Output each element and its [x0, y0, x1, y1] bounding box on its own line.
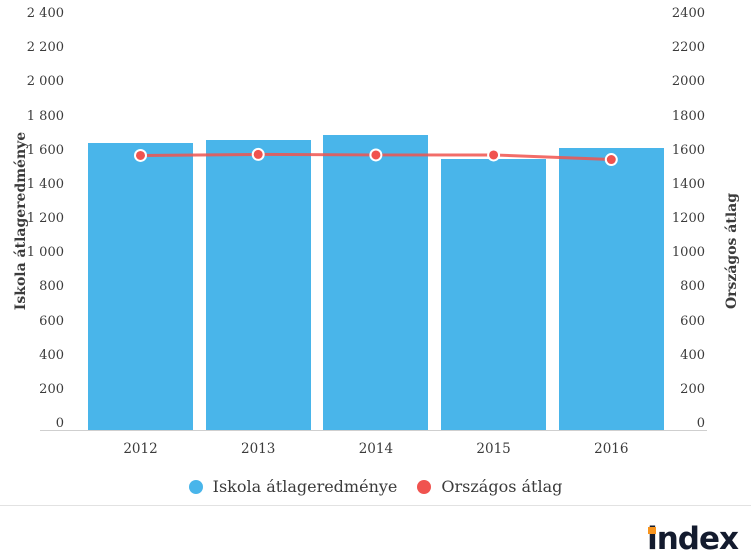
- y-axis-left-tick-label: 1 200: [26, 211, 64, 226]
- line-point-2013[interactable]: [251, 147, 265, 161]
- line-point-2016[interactable]: [604, 153, 618, 167]
- footer-divider: [0, 505, 751, 506]
- y-axis-right-tick-label: 2400: [671, 6, 705, 21]
- x-axis-label-2015: 2015: [476, 441, 511, 457]
- y-axis-right-tick-label: 2000: [671, 74, 705, 90]
- y-axis-right-tick-label: 800: [680, 279, 705, 295]
- legend: Iskola átlageredménye Országos átlag: [0, 477, 751, 496]
- bar-2015[interactable]: [441, 159, 547, 430]
- y-axis-right-tick-label: 1600: [671, 142, 705, 158]
- y-axis-right-tick-label: 1200: [671, 211, 705, 226]
- x-axis-label-2016: 2016: [594, 441, 629, 457]
- y-axis-left-tick-label: 1 800: [26, 108, 64, 124]
- legend-item-national-average[interactable]: Országos átlag: [417, 477, 562, 496]
- y-axis-right-tick-label: 400: [680, 347, 705, 363]
- bar-2016[interactable]: [558, 148, 664, 430]
- y-axis-right-tick-label: 600: [680, 313, 705, 329]
- legend-item-school-average[interactable]: Iskola átlageredménye: [188, 477, 398, 496]
- y-axis-left-tick-label: 0: [55, 416, 64, 431]
- y-axis-left-tick-label: 1 600: [26, 142, 64, 158]
- y-axis-left-tick-label: 600: [39, 313, 64, 329]
- index-logo[interactable]: index: [647, 521, 739, 557]
- x-axis-line: [40, 430, 707, 431]
- y-axis-right-tick-label: 0: [696, 416, 705, 431]
- legend-label-school-average: Iskola átlageredménye: [212, 477, 398, 496]
- x-axis-label-2014: 2014: [358, 441, 394, 457]
- y-axis-right-tick-label: 2200: [671, 40, 705, 56]
- y-axis-left-tick-label: 200: [39, 381, 64, 397]
- national-average-swatch-icon: [417, 479, 432, 494]
- y-axis-right-tick-label: 200: [680, 381, 705, 397]
- legend-label-national-average: Országos átlag: [441, 477, 563, 496]
- line-point-2015[interactable]: [487, 148, 501, 162]
- bar-2014[interactable]: [323, 135, 429, 430]
- y-axis-left-tick-label: 2 000: [26, 74, 64, 90]
- bar-2013[interactable]: [205, 139, 311, 430]
- y-axis-right-tick-label: 1800: [671, 108, 705, 124]
- y-axis-left-tick-label: 1 000: [26, 245, 64, 261]
- line-point-2012[interactable]: [134, 148, 147, 162]
- index-logo-orange-dot-icon: [648, 527, 657, 534]
- y-axis-right-tick-label: 1400: [671, 176, 705, 192]
- y-axis-right-title: Országos átlag: [724, 192, 740, 310]
- y-axis-left-tick-label: 1 400: [26, 176, 64, 192]
- line-point-2014[interactable]: [369, 148, 383, 162]
- x-axis-label-2013: 2013: [241, 441, 276, 457]
- y-axis-left-tick-label: 2 400: [26, 6, 64, 21]
- y-axis-left-tick-label: 800: [39, 279, 64, 295]
- y-axis-left-tick-label: 400: [39, 347, 64, 363]
- y-axis-left-tick-label: 2 200: [26, 40, 64, 56]
- index-logo-text: index: [647, 521, 739, 557]
- x-axis-label-2012: 2012: [123, 441, 158, 457]
- school-average-swatch-icon: [188, 479, 203, 494]
- bar-2012[interactable]: [88, 142, 193, 430]
- y-axis-right-tick-label: 1000: [671, 245, 705, 261]
- y-axis-left-title: Iskola átlageredménye: [13, 131, 29, 311]
